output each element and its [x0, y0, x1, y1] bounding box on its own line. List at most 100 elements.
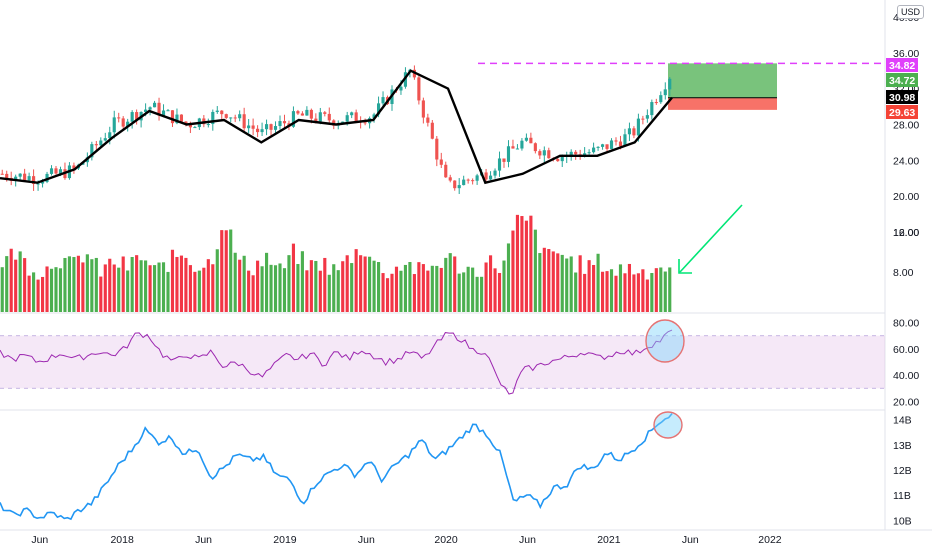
volume-bar [475, 276, 479, 312]
rsi-tick-label: 20.00 [893, 396, 919, 408]
candle-body [300, 113, 304, 116]
volume-bar [54, 267, 58, 312]
volume-bar [614, 275, 618, 312]
volume-bar [18, 251, 22, 312]
candle-body [211, 111, 215, 125]
candle-body [632, 128, 636, 136]
x-tick-label: Jun [358, 534, 375, 546]
volume-bar [345, 255, 349, 312]
obv-line [0, 413, 673, 521]
volume-bar [305, 270, 309, 312]
candle-body [538, 151, 542, 156]
candle-body [560, 156, 564, 162]
volume-bar [318, 270, 322, 312]
candle-body [175, 114, 179, 124]
candle-body [417, 77, 421, 101]
volume-bar [484, 262, 488, 312]
rsi-band [0, 335, 885, 389]
price-tag-target [886, 73, 918, 87]
volume-tick-label: 8.00 [893, 267, 914, 279]
volume-bar [238, 259, 242, 312]
volume-bar [600, 271, 605, 312]
candle-body [36, 183, 40, 185]
volume-bar [623, 273, 627, 312]
candle-body [148, 107, 152, 110]
candle-body [439, 159, 443, 165]
candle-body [587, 152, 591, 154]
candle-body [23, 173, 27, 181]
volume-bar [14, 259, 18, 312]
price-tag-stop [886, 105, 918, 119]
candle-body [193, 127, 197, 129]
x-tick-label: Jun [31, 534, 48, 546]
volume-bar [574, 272, 578, 312]
volume-bar [224, 230, 228, 312]
volume-bar [85, 254, 89, 312]
volume-bar [76, 255, 80, 312]
volume-bar [381, 273, 385, 312]
price-tag-entry [886, 90, 918, 104]
candle-body [457, 185, 461, 189]
volume-bar [471, 267, 475, 312]
volume-bar [278, 263, 282, 312]
currency-label[interactable]: USD [896, 5, 924, 19]
price-tag-target-label: 34.72 [889, 75, 915, 87]
volume-bar [578, 255, 582, 312]
candle-body [650, 102, 654, 116]
volume-bar [453, 256, 457, 312]
volume-bar [426, 270, 430, 312]
volume-bar [94, 257, 98, 312]
candle-body [618, 141, 623, 147]
volume-bar [515, 214, 520, 312]
volume-bar [36, 279, 40, 312]
volume-bar [524, 220, 528, 312]
volume-bar [488, 255, 493, 312]
candle-body [157, 102, 161, 116]
candle-body [511, 146, 515, 149]
volume-bar [448, 253, 452, 312]
volume-tick-label: 12.00 [893, 227, 919, 239]
volume-bar [67, 256, 72, 312]
volume-bar [157, 262, 161, 312]
candle-body [426, 117, 430, 123]
candle-body [327, 113, 331, 121]
volume-bar [542, 247, 546, 312]
volume-bar [139, 260, 143, 312]
volume-bars [0, 214, 672, 312]
volume-bar [72, 257, 76, 312]
candle-body [430, 122, 434, 139]
volume-bar [152, 265, 157, 312]
candle-body [547, 150, 551, 159]
volume-bar [175, 256, 179, 312]
volume-bar [309, 260, 313, 312]
volume-bar [58, 268, 63, 312]
volume-bar [215, 249, 219, 312]
volume-bar [5, 256, 9, 312]
price-tick-label: 24.00 [893, 155, 919, 167]
volume-bar [641, 269, 645, 312]
candle-body [556, 159, 560, 162]
candle-body [170, 110, 175, 124]
volume-bar [359, 255, 363, 312]
volume-bar [170, 249, 175, 312]
volume-bar [220, 230, 224, 312]
price-tags: 34.82 34.72 30.98 29.63 [886, 58, 918, 119]
candle-body [220, 110, 224, 115]
price-tick-label: 16.00 [893, 227, 919, 239]
volume-bar [188, 265, 192, 312]
volume-bar [403, 264, 408, 312]
volume-bar [592, 264, 596, 312]
candle-body [32, 176, 36, 184]
obv-tick-label: 10B [893, 515, 912, 527]
candle-body [112, 117, 116, 133]
candle-body [318, 112, 322, 122]
volume-bar [251, 275, 255, 312]
candle-body [309, 109, 313, 119]
candle-body [179, 114, 184, 122]
price-tag-stop-label: 29.63 [889, 107, 915, 119]
volume-bar [520, 216, 524, 312]
candle-body [350, 112, 354, 116]
candle-body [524, 137, 528, 141]
volume-bar [9, 248, 13, 312]
